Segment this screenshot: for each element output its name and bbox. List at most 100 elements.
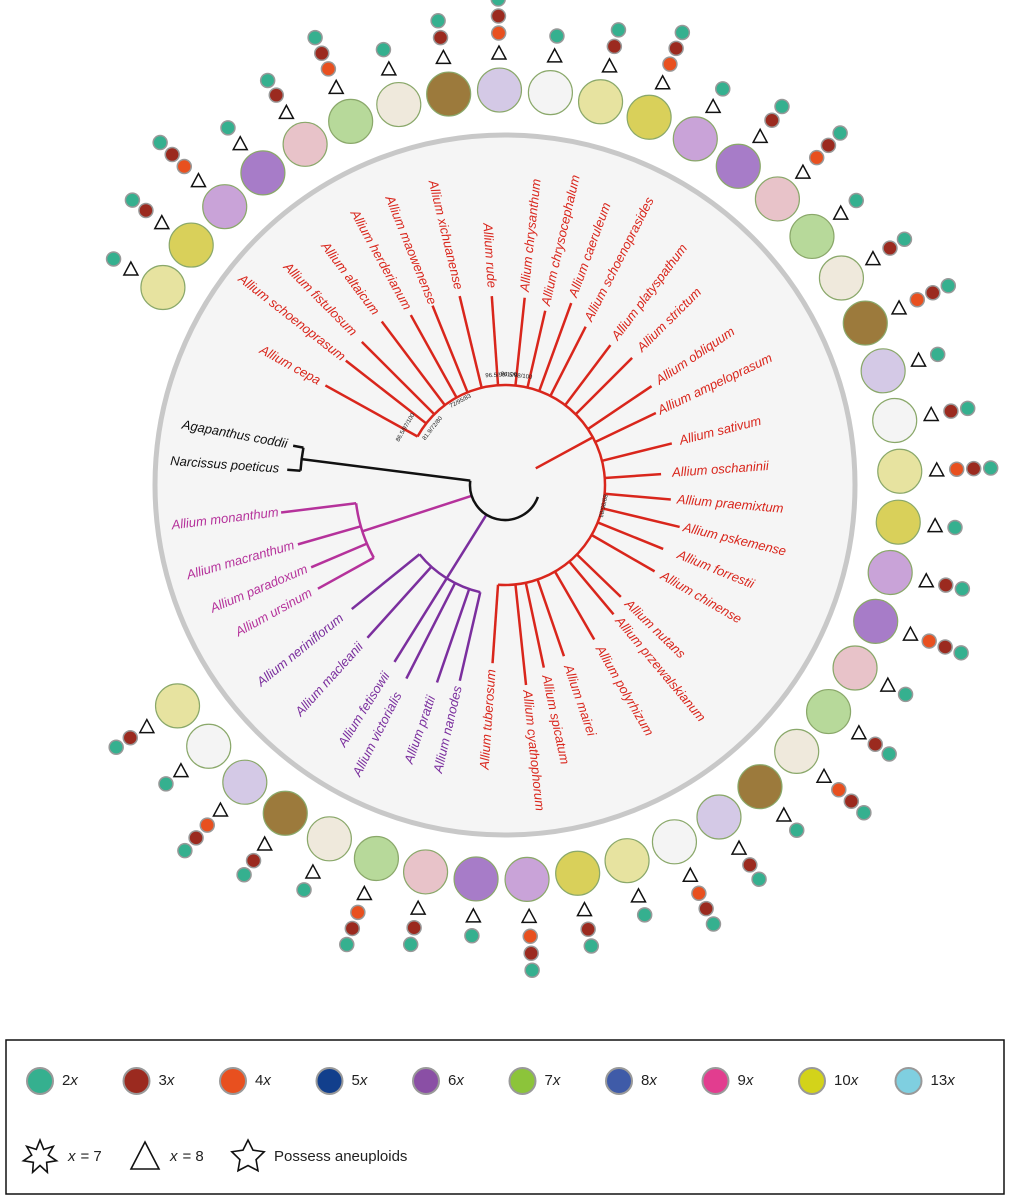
ploidy-dot xyxy=(937,639,953,655)
flower-photo xyxy=(737,764,783,810)
legend-label: 10x xyxy=(834,1072,859,1089)
base-number-icon xyxy=(775,806,793,822)
base-number-icon xyxy=(926,517,944,533)
base-number-icon xyxy=(380,60,398,76)
branch xyxy=(317,556,375,590)
ploidy-dot xyxy=(831,782,847,798)
ploidy-dot xyxy=(580,921,596,938)
base-number-icon xyxy=(794,163,812,179)
branch xyxy=(435,588,471,683)
branch xyxy=(604,472,662,480)
ploidy-dot xyxy=(610,22,627,38)
flower-photo xyxy=(872,397,918,444)
ploidy-dot xyxy=(940,278,957,294)
ploidy-dot xyxy=(523,945,539,962)
ploidy-dot xyxy=(522,928,538,945)
legend-variable: x xyxy=(67,1148,76,1165)
flower-photo xyxy=(715,143,761,189)
flower-photo xyxy=(626,94,672,140)
base-number-icon xyxy=(520,907,538,924)
flower-photo xyxy=(818,255,865,301)
flower-photo xyxy=(842,300,888,346)
ploidy-dot xyxy=(938,577,954,593)
ploidy-dot xyxy=(896,231,913,248)
base-number-icon xyxy=(751,127,769,144)
branch xyxy=(345,359,427,425)
base-number-icon xyxy=(682,866,699,882)
ploidy-dot xyxy=(882,240,898,256)
ploidy-dot xyxy=(668,40,684,57)
ploidy-dot xyxy=(848,192,865,209)
base-number-icon xyxy=(704,97,722,114)
ploidy-dot xyxy=(432,29,449,46)
ploidy-dot xyxy=(105,251,122,267)
branch xyxy=(576,553,622,598)
flower-photo xyxy=(832,645,878,691)
ploidy-dot xyxy=(138,202,154,219)
ploidy-dot xyxy=(464,928,480,944)
legend-box xyxy=(5,1039,1005,1195)
flower-photo xyxy=(222,759,268,805)
legend-number: 4 xyxy=(255,1072,263,1089)
legend-variable: x xyxy=(262,1072,271,1089)
ploidy-dot xyxy=(164,146,180,163)
taxon-label: Allium rude xyxy=(480,222,500,289)
branch xyxy=(416,383,607,587)
branch xyxy=(553,570,596,641)
flower-ring xyxy=(105,0,999,978)
base-number-icon xyxy=(153,214,171,230)
branch xyxy=(468,480,540,522)
flower-photo xyxy=(154,683,201,729)
branch xyxy=(310,542,368,569)
ploidy-dot xyxy=(176,158,193,175)
legend-swatch xyxy=(315,1067,344,1095)
legend-number: 2 xyxy=(62,1072,70,1089)
base-number-icon xyxy=(815,767,833,784)
legend-label: x = 7 xyxy=(67,1148,102,1165)
ploidy-dot xyxy=(808,149,825,166)
base-number-icon xyxy=(910,351,927,367)
support-value: 89/85/83 xyxy=(597,494,608,519)
legend-label: 7x xyxy=(545,1072,561,1089)
base-number-icon xyxy=(327,78,345,95)
legend-label: x = 8 xyxy=(169,1148,204,1165)
ploidy-dot xyxy=(188,830,204,846)
ploidy-dot xyxy=(674,24,691,41)
legend-variable: x xyxy=(946,1072,955,1089)
base-number-icon xyxy=(576,901,593,917)
legend-label: 9x xyxy=(738,1072,754,1089)
flower-photo xyxy=(426,71,472,117)
ploidy-dot xyxy=(199,817,216,833)
flower-photo xyxy=(402,849,449,895)
ploidy-dot xyxy=(296,882,312,898)
ploidy-dot xyxy=(152,134,168,151)
legend-number: 8 xyxy=(641,1072,649,1089)
base-number-icon xyxy=(832,204,849,220)
flower-photo xyxy=(140,264,186,311)
ploidy-dot xyxy=(177,842,193,859)
ploidy-dot xyxy=(259,72,276,89)
base-number-icon xyxy=(890,299,908,315)
flower-photo xyxy=(376,81,422,128)
ploidy-dot xyxy=(430,13,446,29)
base-number-icon xyxy=(278,103,295,120)
branch xyxy=(380,320,446,406)
flower-photo xyxy=(860,348,906,394)
legend-number: 9 xyxy=(738,1072,746,1089)
legend-variable: x xyxy=(850,1072,859,1089)
base-number-icon xyxy=(138,717,156,734)
flower-photo xyxy=(789,213,835,260)
taxon-label: Allium tuberosum xyxy=(476,669,498,771)
flower-photo xyxy=(186,723,232,769)
branch xyxy=(536,579,566,657)
base-number-icon xyxy=(730,839,748,855)
flower-photo xyxy=(696,794,742,840)
base-number-icon xyxy=(122,260,140,276)
branch xyxy=(297,525,362,546)
flower-photo xyxy=(282,121,328,167)
flower-photo xyxy=(867,549,913,596)
legend-swatch xyxy=(701,1067,730,1095)
base-number-icon xyxy=(864,250,882,266)
legend-label: Possess aneuploids xyxy=(274,1148,407,1165)
ploidy-dot xyxy=(524,962,540,978)
